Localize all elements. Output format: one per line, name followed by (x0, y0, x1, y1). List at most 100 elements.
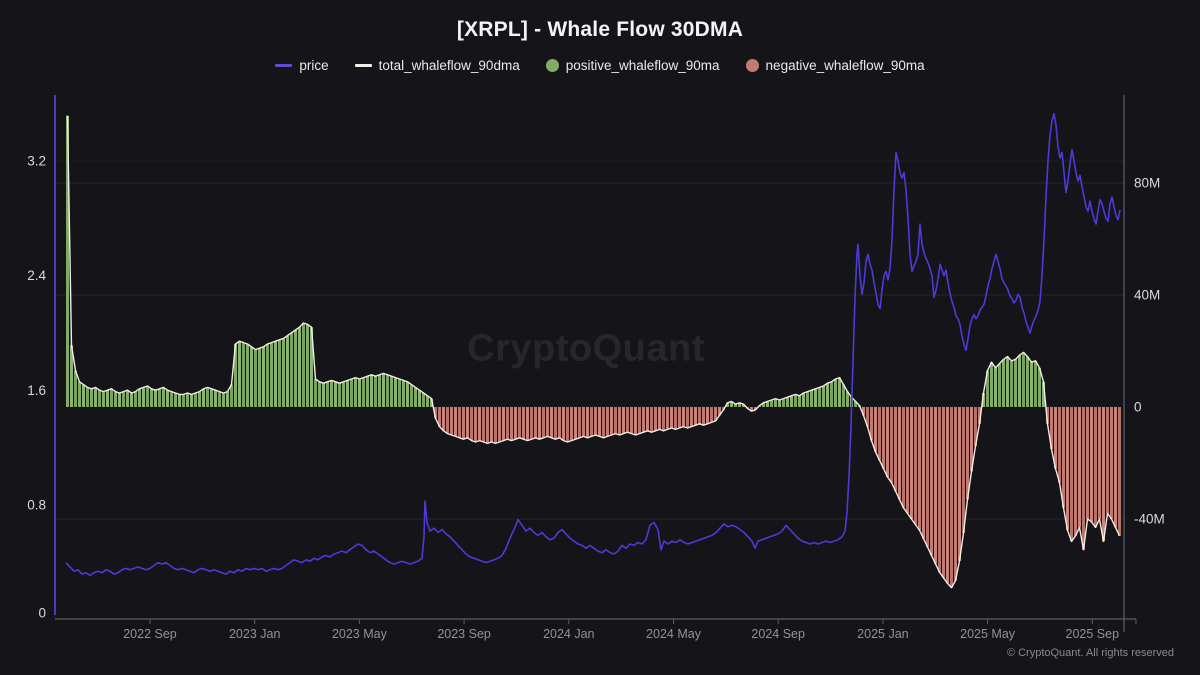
positive-whaleflow-bar (422, 393, 425, 407)
negative-whaleflow-bar (458, 407, 461, 438)
negative-whaleflow-bar (678, 407, 681, 428)
positive-whaleflow-bar (166, 390, 169, 407)
negative-whaleflow-bar (874, 407, 877, 452)
negative-dot-swatch-icon (745, 59, 759, 72)
negative-whaleflow-bar (470, 407, 473, 441)
positive-whaleflow-bar (226, 391, 229, 407)
negative-whaleflow-bar (638, 407, 641, 434)
negative-whaleflow-bar (718, 407, 721, 416)
negative-whaleflow-bar (686, 407, 689, 428)
positive-whaleflow-bar (738, 402, 741, 407)
negative-whaleflow-bar (602, 407, 605, 438)
negative-whaleflow-bar (706, 407, 709, 424)
negative-whaleflow-bar (674, 407, 677, 430)
negative-whaleflow-bar (902, 407, 905, 508)
negative-whaleflow-bar (502, 407, 505, 441)
negative-whaleflow-bar (646, 407, 649, 431)
negative-whaleflow-bar (914, 407, 917, 525)
positive-whaleflow-bar (146, 386, 149, 407)
negative-whaleflow-bar (1118, 407, 1121, 536)
negative-whaleflow-bar (506, 407, 509, 440)
negative-whaleflow-bar (442, 407, 445, 431)
legend-item-negative-whaleflow[interactable]: negative_whaleflow_90ma (745, 58, 925, 73)
positive-whaleflow-bar (270, 342, 273, 407)
flow-tick-label: 80M (1134, 176, 1160, 191)
legend-item-positive-whaleflow[interactable]: positive_whaleflow_90ma (545, 58, 720, 73)
whaleflow-bars (66, 115, 1121, 588)
positive-whaleflow-bar (782, 398, 785, 407)
legend-item-price[interactable]: price (275, 58, 329, 73)
positive-whaleflow-bar (298, 327, 301, 407)
negative-whaleflow-bar (630, 407, 633, 434)
positive-whaleflow-bar (854, 401, 857, 407)
negative-whaleflow-bar (890, 407, 893, 483)
negative-whaleflow-bar (650, 407, 653, 433)
positive-whaleflow-bar (786, 397, 789, 407)
positive-whaleflow-bar (1022, 352, 1025, 407)
negative-whaleflow-bar (530, 407, 533, 440)
positive-whaleflow-bar (358, 379, 361, 407)
positive-whaleflow-bar (158, 388, 161, 407)
positive-whaleflow-bar (290, 332, 293, 407)
positive-whaleflow-bar (398, 379, 401, 407)
positive-whaleflow-bar (1010, 360, 1013, 407)
positive-whaleflow-bar (154, 390, 157, 407)
positive-whaleflow-bar (406, 381, 409, 407)
negative-whaleflow-bar (1062, 407, 1065, 508)
negative-whaleflow-bar (690, 407, 693, 427)
negative-whaleflow-bar (1110, 407, 1113, 519)
page-title: [XRPL] - Whale Flow 30DMA (456, 18, 744, 41)
positive-whaleflow-bar (982, 393, 985, 407)
negative-whaleflow-bar (1114, 407, 1117, 528)
positive-whaleflow-bar (410, 384, 413, 407)
negative-whaleflow-bar (514, 407, 517, 440)
negative-whaleflow-bar (434, 407, 437, 419)
positive-whaleflow-bar (238, 341, 241, 407)
positive-whaleflow-bar (182, 394, 185, 407)
negative-whaleflow-bar (906, 407, 909, 514)
positive-whaleflow-bar (282, 338, 285, 407)
positive-whaleflow-bar (390, 376, 393, 407)
negative-whaleflow-bar (978, 407, 981, 424)
negative-whaleflow-bar (450, 407, 453, 435)
negative-whaleflow-bar (498, 407, 501, 442)
negative-whaleflow-bar (566, 407, 569, 442)
negative-whaleflow-bar (562, 407, 565, 441)
positive-whaleflow-bar (202, 388, 205, 407)
negative-whaleflow-bar (926, 407, 929, 547)
positive-whaleflow-bar (1038, 367, 1041, 407)
positive-whaleflow-bar (294, 330, 297, 407)
positive-whaleflow-bar (810, 390, 813, 407)
negative-whaleflow-bar (962, 407, 965, 533)
x-tick-label: 2023 Jan (229, 627, 280, 641)
positive-whaleflow-bar (342, 381, 345, 407)
positive-whaleflow-bar (274, 341, 277, 407)
positive-whaleflow-bar (194, 393, 197, 407)
negative-whaleflow-bar (970, 407, 973, 472)
positive-whaleflow-bar (126, 390, 129, 407)
positive-whaleflow-bar (174, 393, 177, 407)
negative-whaleflow-bar (670, 407, 673, 428)
positive-whaleflow-bar (278, 339, 281, 407)
negative-whaleflow-bar (682, 407, 685, 427)
positive-whaleflow-bar (246, 344, 249, 407)
positive-whaleflow-bar (82, 384, 85, 407)
positive-whaleflow-bar (178, 394, 181, 407)
positive-whaleflow-bar (186, 393, 189, 407)
positive-whaleflow-bar (818, 387, 821, 407)
positive-whaleflow-bar (142, 387, 145, 407)
negative-whaleflow-bar (446, 407, 449, 434)
positive-whaleflow-bar (190, 394, 193, 407)
positive-whaleflow-bar (394, 377, 397, 407)
positive-whaleflow-bar (230, 384, 233, 407)
negative-whaleflow-bar (898, 407, 901, 500)
legend-item-total-whaleflow[interactable]: total_whaleflow_90dma (354, 58, 520, 73)
total-whaleflow-line (66, 115, 1121, 589)
positive-whaleflow-bar (1002, 359, 1005, 407)
positive-whaleflow-bar (214, 390, 217, 407)
positive-whaleflow-bar (162, 387, 165, 407)
negative-whaleflow-bar (462, 407, 465, 440)
positive-whaleflow-bar (842, 384, 845, 407)
positive-whaleflow-bar (402, 380, 405, 407)
negative-whaleflow-bar (886, 407, 889, 477)
